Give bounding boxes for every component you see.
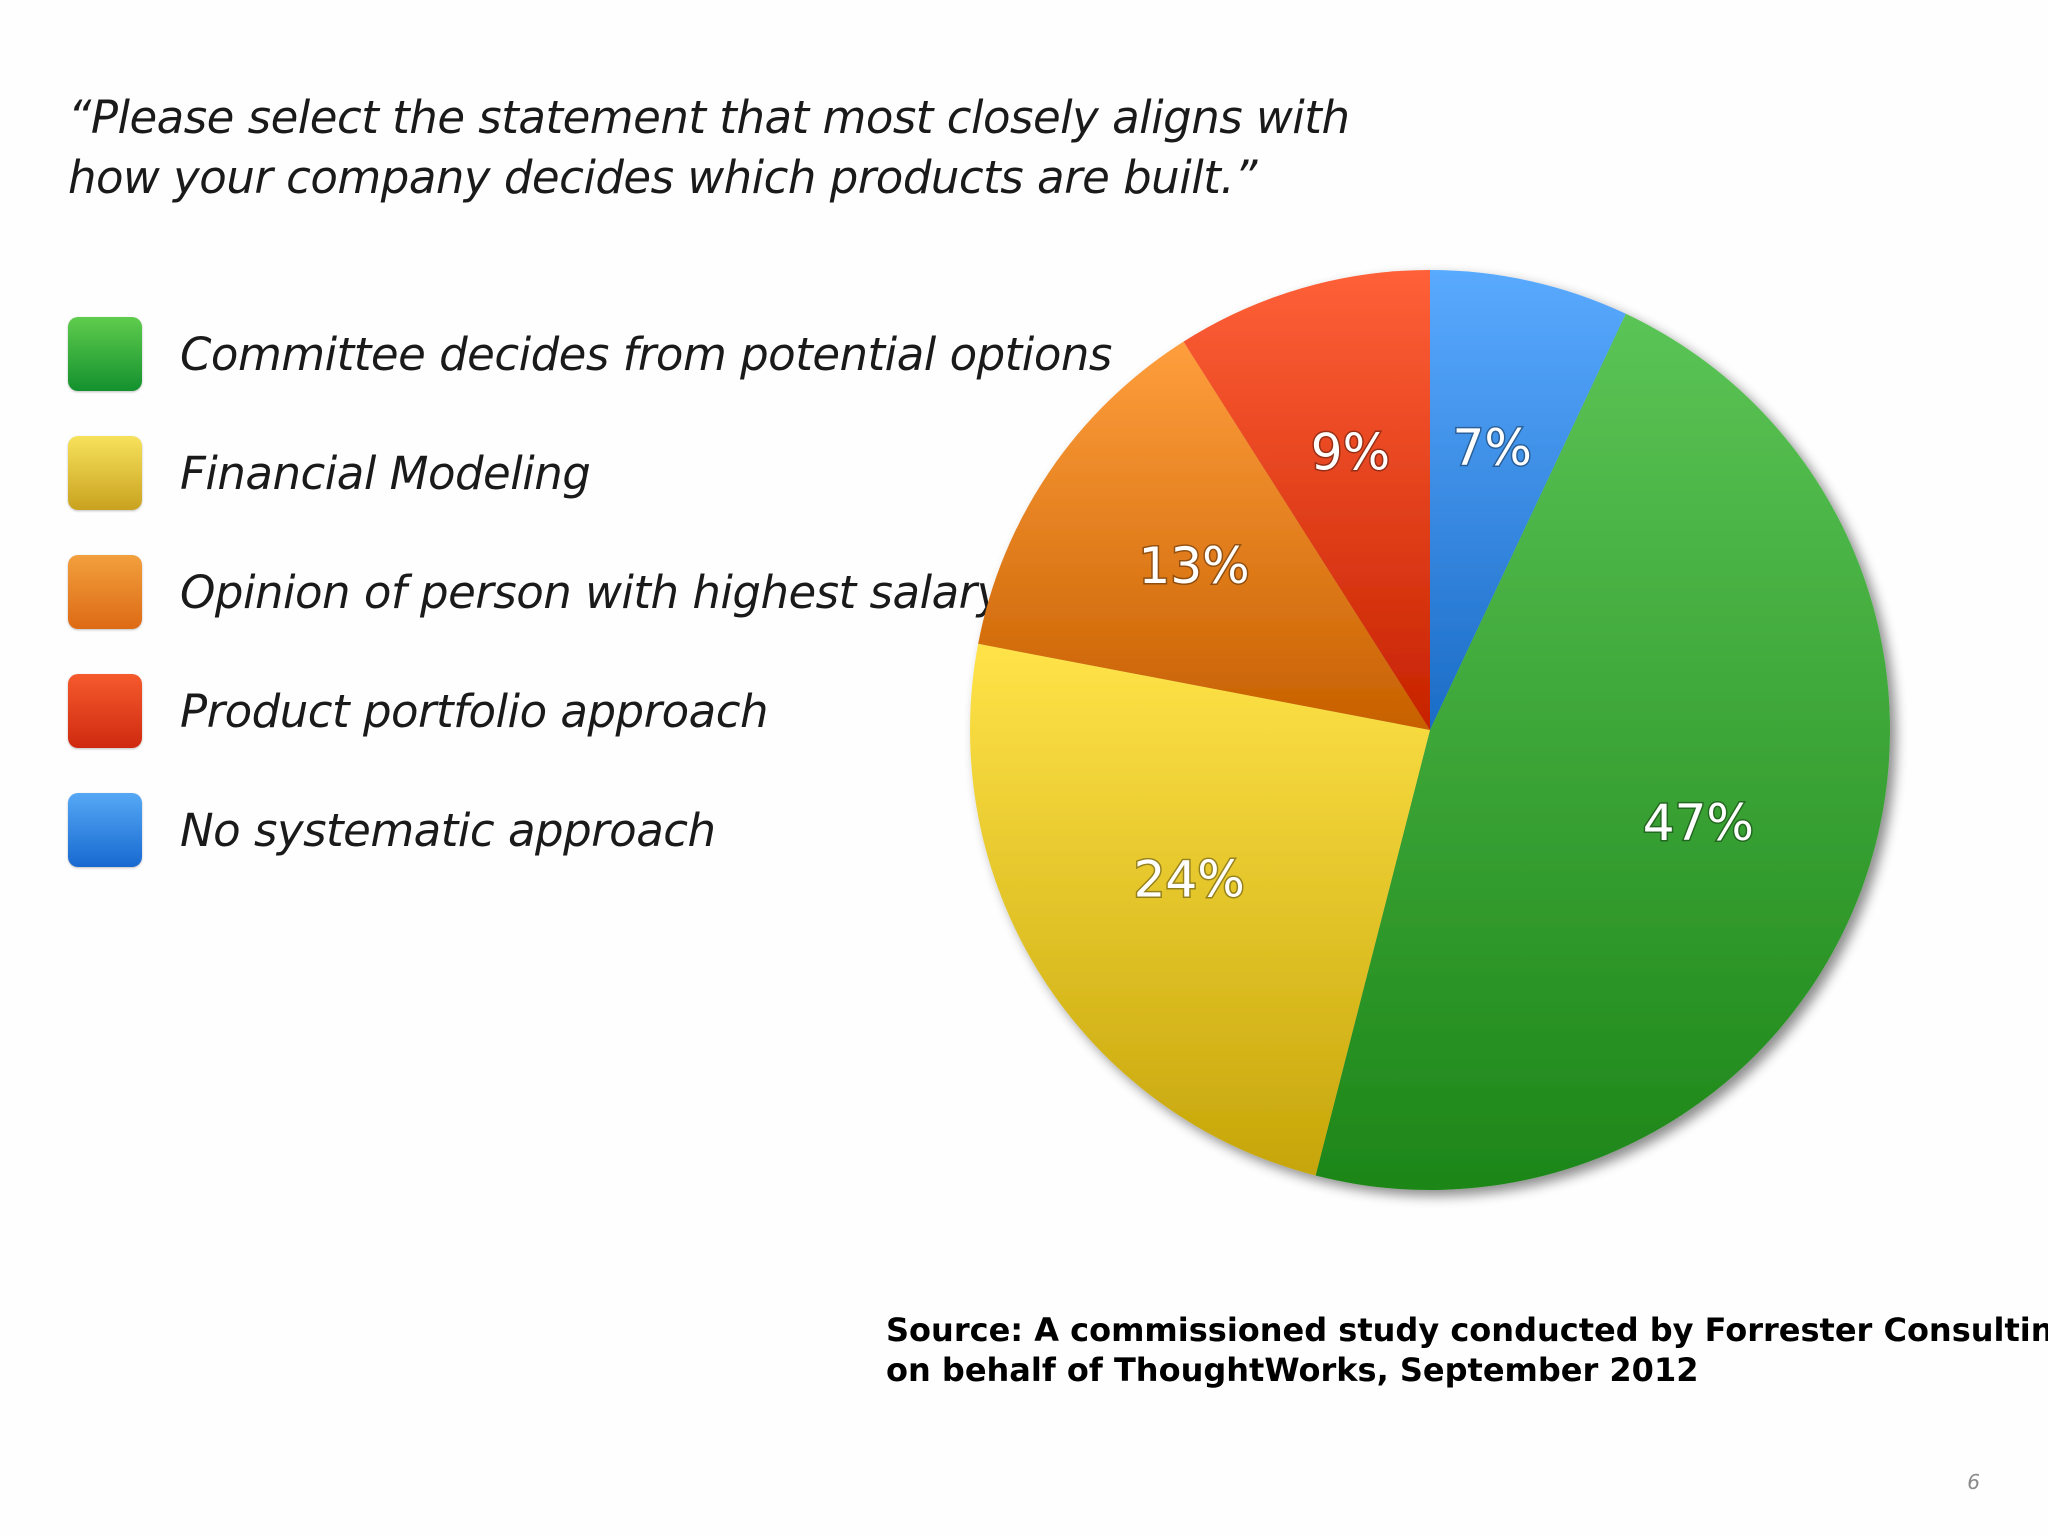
chart-legend: Committee decides from potential options…	[68, 317, 1112, 912]
legend-item-committee: Committee decides from potential options	[68, 317, 1112, 391]
slice-label-2: 47%	[1643, 794, 1754, 852]
legend-swatch-no-systematic	[68, 793, 142, 867]
legend-label-product-portfolio: Product portfolio approach	[180, 684, 768, 738]
question-line-1: “Please select the statement that most c…	[68, 91, 1350, 144]
legend-label-committee: Committee decides from potential options	[180, 327, 1112, 381]
legend-swatch-product-portfolio	[68, 674, 142, 748]
pie-slice-2	[1315, 313, 1890, 1190]
legend-swatch-financial-modeling	[68, 436, 142, 510]
question-line-2: how your company decides which products …	[68, 151, 1257, 204]
slice-label-3: 24%	[1134, 850, 1245, 908]
pie-slices	[970, 270, 1890, 1190]
legend-item-highest-salary: Opinion of person with highest salary	[68, 555, 1068, 629]
legend-item-product-portfolio: Product portfolio approach	[68, 674, 1068, 748]
pie-slice-3	[970, 643, 1430, 1176]
legend-item-financial-modeling: Financial Modeling	[68, 436, 1068, 510]
pie-slice-1	[1430, 270, 1626, 730]
legend-label-highest-salary: Opinion of person with highest salary	[180, 565, 1003, 619]
slice-label-5: 9%	[1311, 424, 1390, 482]
source-line-1: Source: A commissioned study conducted b…	[886, 1311, 2048, 1349]
slice-label-4: 13%	[1139, 537, 1250, 595]
legend-item-no-systematic: No systematic approach	[68, 793, 1068, 867]
pie-slice-5	[1183, 270, 1430, 730]
legend-label-financial-modeling: Financial Modeling	[180, 446, 591, 500]
slice-label-1: 7%	[1453, 419, 1532, 477]
legend-swatch-committee	[68, 317, 142, 391]
pie-chart: 7% 47% 24% 13% 9%	[970, 270, 1890, 1190]
source-line-2: on behalf of ThoughtWorks, September 201…	[886, 1351, 1699, 1389]
legend-label-no-systematic: No systematic approach	[180, 803, 716, 857]
pie-slice-4	[978, 341, 1430, 730]
page-number: 6	[1967, 1470, 1980, 1494]
survey-question: “Please select the statement that most c…	[68, 88, 1368, 208]
legend-swatch-highest-salary	[68, 555, 142, 629]
source-citation: Source: A commissioned study conducted b…	[886, 1310, 2048, 1390]
pie-labels: 7% 47% 24% 13% 9%	[1132, 418, 1755, 910]
